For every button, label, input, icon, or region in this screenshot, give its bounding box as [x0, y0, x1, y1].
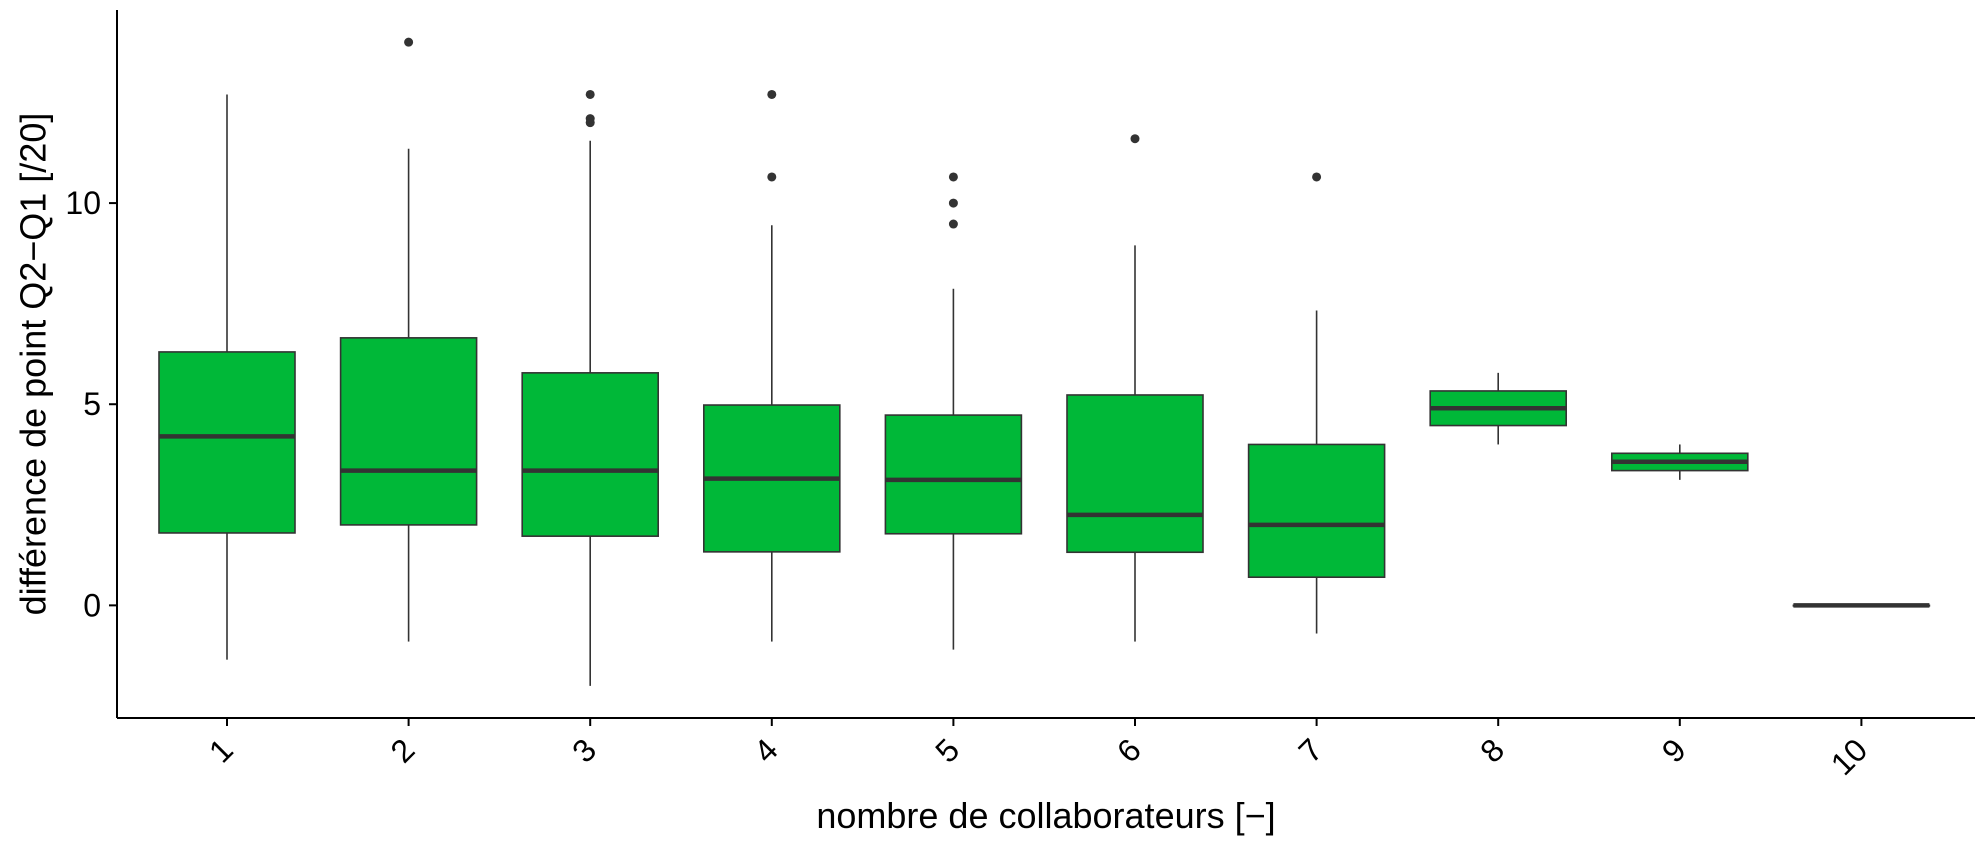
x-tick-label: 5: [928, 731, 966, 769]
x-tick-label: 7: [1292, 731, 1330, 769]
box-group: [339, 37, 478, 642]
y-tick-label: 5: [83, 386, 101, 422]
box-group: [521, 89, 660, 686]
y-tick-label: 0: [83, 587, 101, 623]
outlier-point: [767, 172, 777, 182]
box-iqr: [884, 414, 1023, 535]
box-iqr: [158, 351, 296, 534]
box-iqr: [521, 372, 660, 537]
y-tick-label: 10: [65, 185, 101, 221]
x-tick-label: 2: [384, 731, 422, 769]
box-iqr: [339, 337, 478, 526]
outlier-point: [948, 172, 958, 182]
box-group: [884, 172, 1023, 650]
y-axis-title: différence de point Q2−Q1 [/20]: [13, 113, 54, 616]
outlier-point: [585, 89, 595, 99]
outlier-point: [404, 37, 414, 47]
x-tick-label: 1: [202, 731, 240, 769]
x-axis-title: nombre de collaborateurs [−]: [816, 795, 1275, 836]
x-tick-label: 9: [1655, 731, 1693, 769]
outlier-point: [1130, 134, 1140, 144]
box-group: [1792, 603, 1931, 608]
x-tick-label: 6: [1110, 731, 1148, 769]
outlier-point: [1312, 172, 1322, 182]
boxes-layer: [158, 37, 1931, 686]
box-group: [1066, 134, 1204, 642]
x-tick-label: 10: [1824, 731, 1875, 782]
box-group: [1611, 444, 1749, 480]
box-group: [1429, 372, 1567, 445]
x-tick-label: 3: [565, 731, 603, 769]
axes-layer: [116, 10, 1975, 719]
box-group: [158, 94, 296, 660]
x-tick-label: 8: [1473, 731, 1511, 769]
box-iqr: [1247, 443, 1386, 579]
x-tick-label: 4: [747, 731, 785, 769]
outlier-point: [948, 198, 958, 208]
outlier-point: [948, 219, 958, 229]
box-group: [702, 89, 841, 642]
box-iqr: [1066, 394, 1204, 554]
outlier-point: [767, 89, 777, 99]
outlier-point: [585, 114, 595, 124]
box-group: [1247, 172, 1386, 634]
